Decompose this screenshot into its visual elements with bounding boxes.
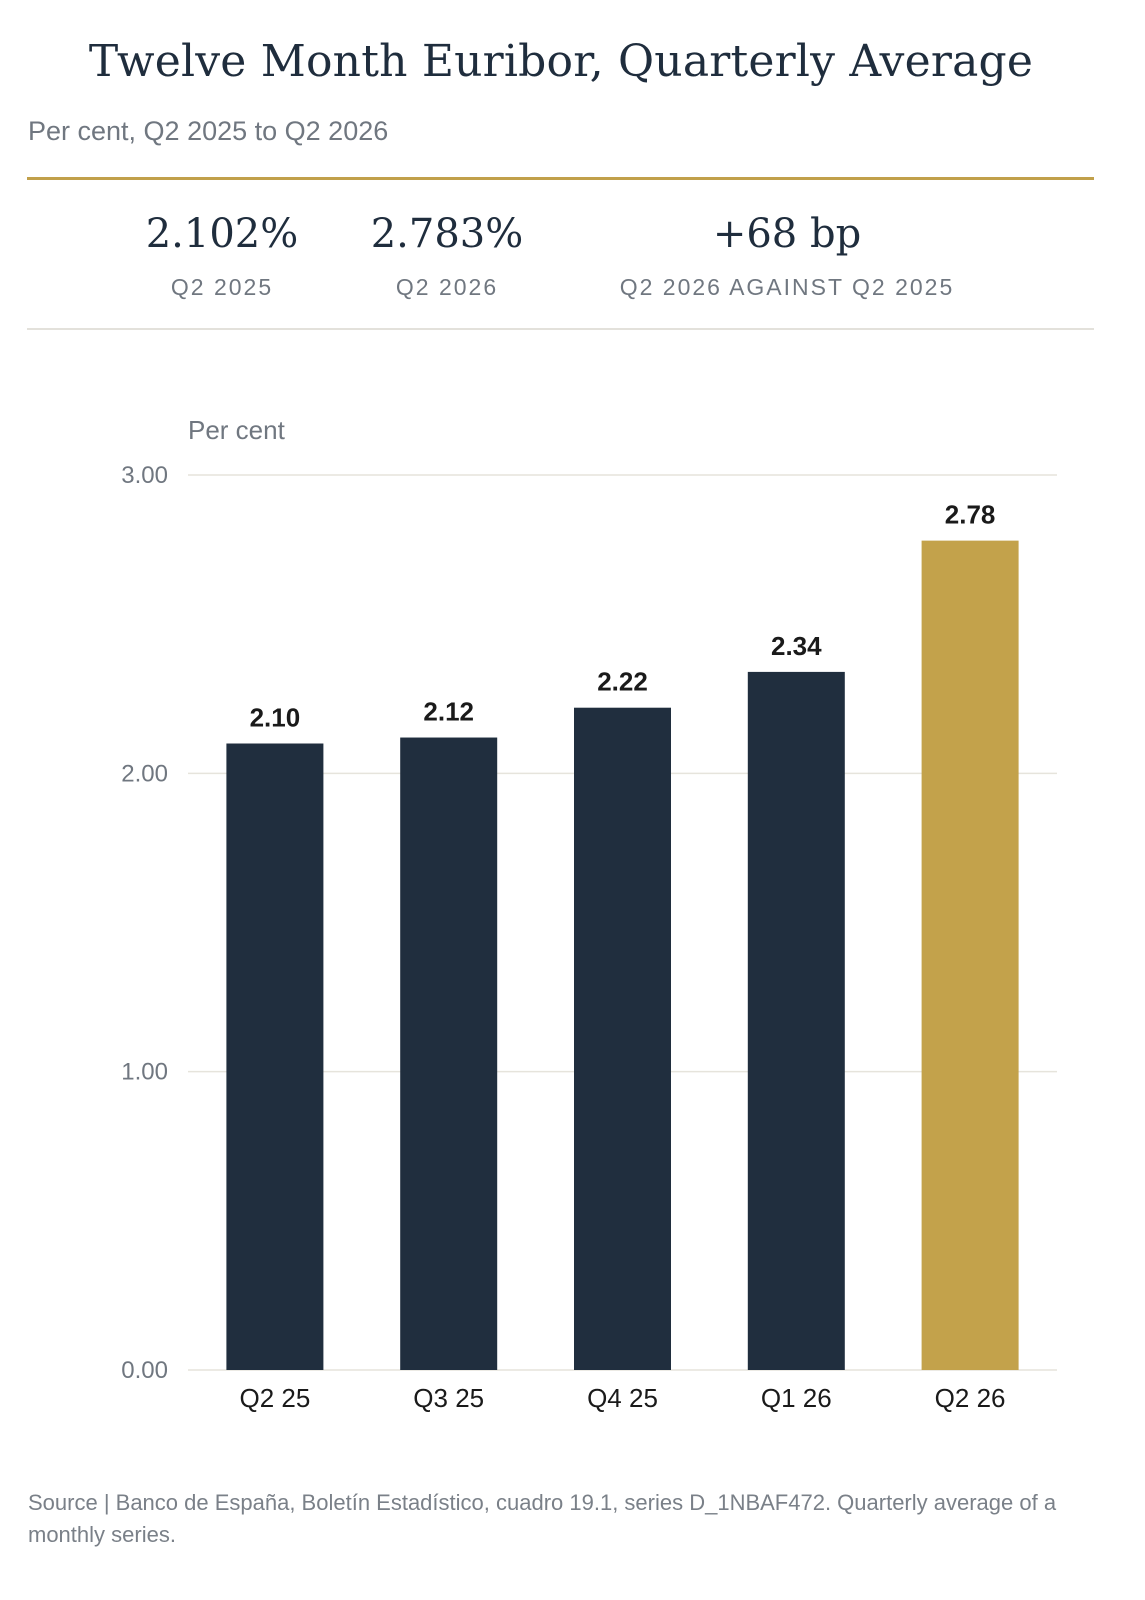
chart-subtitle: Per cent, Q2 2025 to Q2 2026 (28, 116, 389, 146)
x-tick-label: Q2 26 (935, 1383, 1006, 1413)
stat-label: Q2 2026 (395, 274, 499, 300)
grey-divider (27, 328, 1094, 330)
stat-value: 2.102% (145, 211, 299, 257)
x-tick-label: Q2 25 (239, 1383, 310, 1413)
source-note: Source | Banco de España, Boletín Estadí… (28, 1490, 1057, 1547)
data-label: 2.78 (945, 500, 996, 530)
bar-q3-25 (400, 737, 498, 1370)
stat-q2-2026: 2.783% Q2 2026 (347, 208, 547, 301)
chart-title: Twelve Month Euribor, Quarterly Average (88, 36, 1034, 87)
stat-value: 2.783% (370, 211, 524, 257)
data-label: 2.22 (597, 667, 648, 697)
data-labels: 2.10 2.12 2.22 2.34 2.78 (250, 500, 996, 733)
gold-divider (27, 177, 1094, 180)
stat-value: +68 bp (712, 211, 862, 257)
bar-q2-26 (921, 540, 1019, 1370)
bar-q4-25 (574, 707, 671, 1370)
data-label: 2.12 (423, 697, 474, 727)
bars (226, 540, 1019, 1370)
y-tick-label: 0.00 (121, 1357, 168, 1384)
bar-q1-26 (747, 671, 845, 1370)
x-axis-ticks: Q2 25 Q3 25 Q4 25 Q1 26 Q2 26 (239, 1383, 1005, 1413)
y-tick-label: 3.00 (121, 462, 168, 489)
stat-label: Q2 2026 AGAINST Q2 2025 (619, 274, 955, 300)
x-tick-label: Q1 26 (761, 1383, 832, 1413)
y-tick-label: 2.00 (121, 760, 168, 787)
y-axis-ticks: 0.00 1.00 2.00 3.00 (121, 462, 168, 1384)
y-tick-label: 1.00 (121, 1059, 168, 1086)
x-tick-label: Q4 25 (587, 1383, 658, 1413)
x-tick-label: Q3 25 (413, 1383, 484, 1413)
bar-q2-25 (226, 743, 324, 1370)
data-label: 2.34 (771, 631, 822, 661)
stat-label: Q2 2025 (170, 274, 274, 300)
bar-chart: Per cent 0.001.002.003.00 2.10 2.122.222.… (121, 415, 1057, 1413)
y-axis-label: Per cent (188, 415, 286, 445)
stat-q2-2025: 2.102% Q2 2025 (122, 208, 322, 301)
data-label: 2.10 (250, 703, 301, 733)
stat-change: +68 bp Q2 2026 AGAINST Q2 2025 (587, 208, 987, 301)
